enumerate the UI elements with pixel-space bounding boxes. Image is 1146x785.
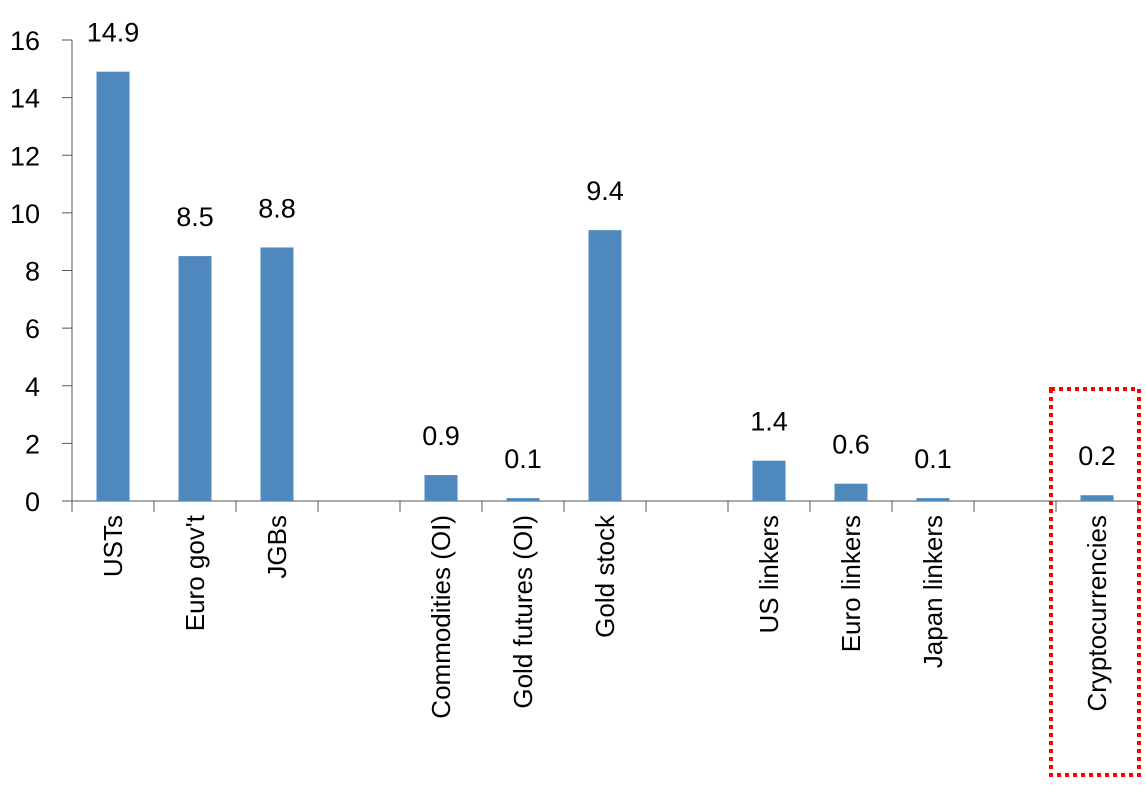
data-label: 0.1 bbox=[914, 444, 952, 474]
y-tick-label: 16 bbox=[10, 26, 40, 56]
bar bbox=[96, 71, 130, 501]
y-tick-label: 14 bbox=[10, 84, 40, 114]
x-tick-label: Cryptocurrencies bbox=[1082, 515, 1112, 712]
x-tick-label: Euro gov't bbox=[180, 514, 210, 631]
data-label: 1.4 bbox=[750, 407, 788, 437]
bar bbox=[752, 460, 786, 501]
y-tick-label: 10 bbox=[10, 199, 40, 229]
data-label: 8.5 bbox=[176, 202, 214, 232]
bar bbox=[506, 498, 540, 501]
y-tick-label: 4 bbox=[25, 372, 40, 402]
bar bbox=[588, 230, 622, 501]
x-tick-label: Gold stock bbox=[590, 514, 620, 638]
data-label: 0.6 bbox=[832, 430, 870, 460]
x-tick-label: Euro linkers bbox=[836, 515, 866, 652]
x-tick-label: Gold futures (OI) bbox=[508, 515, 538, 709]
y-tick-label: 8 bbox=[25, 257, 40, 287]
x-tick-label: US linkers bbox=[754, 515, 784, 633]
x-tick-label: JGBs bbox=[262, 515, 292, 579]
bar bbox=[834, 483, 868, 501]
bar bbox=[260, 247, 294, 501]
bar bbox=[178, 256, 212, 501]
data-label: 0.1 bbox=[504, 444, 542, 474]
data-label: 0.2 bbox=[1078, 441, 1116, 471]
data-label: 8.8 bbox=[258, 193, 296, 223]
y-tick-label: 12 bbox=[10, 141, 40, 171]
y-tick-label: 6 bbox=[25, 314, 40, 344]
bar bbox=[916, 498, 950, 501]
data-label: 14.9 bbox=[87, 18, 140, 48]
x-tick-label: Commodities (OI) bbox=[426, 515, 456, 719]
x-tick-label: Japan linkers bbox=[918, 515, 948, 668]
bar bbox=[424, 475, 458, 501]
data-label: 9.4 bbox=[586, 176, 624, 206]
highlight-box bbox=[1049, 387, 1141, 777]
y-tick-label: 0 bbox=[25, 487, 40, 517]
y-tick-label: 2 bbox=[25, 429, 40, 459]
bar bbox=[1080, 495, 1114, 501]
x-tick-label: USTs bbox=[98, 515, 128, 577]
data-label: 0.9 bbox=[422, 421, 460, 451]
